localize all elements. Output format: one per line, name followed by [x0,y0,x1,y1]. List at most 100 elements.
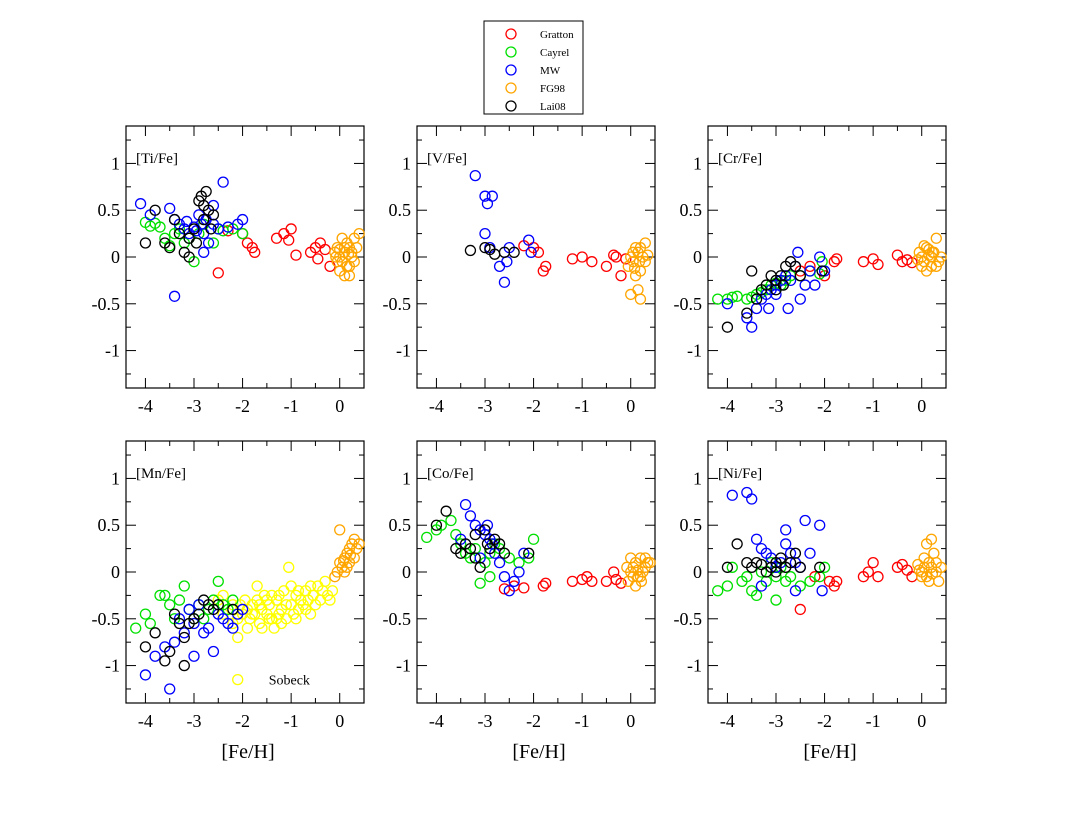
data-point-gratton [566,253,579,265]
data-point-fg98 [644,556,656,569]
data-point-mw [202,622,215,634]
y-tick-label: 0.5 [98,200,121,220]
data-point-mw [498,571,511,583]
data-point-fg98 [344,549,357,561]
x-tick-label: -3 [769,396,784,416]
data-point-mw [207,645,220,658]
data-point-sobeck [227,617,239,630]
data-point-lai08 [814,561,826,573]
series-gratton [212,223,336,279]
data-point-fg98 [930,232,942,244]
panel-v-fe: -4 -3 -2 -1 0 1 0.5 0 -0.5 -1 [V/Fe] [383,125,656,416]
data-point-cayrel [712,585,724,597]
data-point-mw [816,585,828,597]
data-point-gratton [906,256,918,269]
data-point-fg98 [628,262,641,274]
data-point-gratton [867,556,879,569]
legend-label-gratton: Gratton [540,29,574,41]
data-point-fg98 [930,260,942,273]
series-fg98 [912,232,947,277]
data-point-fg98 [916,260,928,273]
data-point-cayrel [770,594,782,606]
data-point-fg98 [926,568,939,580]
data-point-gratton [285,223,297,235]
data-point-gratton [537,580,549,592]
x-axis-label: [Fe/H] [803,741,856,763]
data-point-mw [198,246,210,258]
data-point-fg98 [912,254,924,266]
data-point-fg98 [625,552,637,564]
data-point-gratton [831,253,843,265]
data-point-gratton [872,258,884,271]
x-tick-label: -2 [526,711,541,731]
x-axis-label: [Fe/H] [512,741,565,763]
y-tick-label: 0 [693,562,702,582]
data-point-sobeck [270,613,283,625]
x-tick-label: -1 [284,396,299,416]
y-tick-label: 0.5 [98,515,121,535]
data-point-cayrel [159,589,171,602]
data-point-gratton [532,246,545,258]
legend-marker-fg98 [505,82,517,94]
y-tick-label: 1 [402,153,411,173]
y-tick-label: -1 [105,341,120,361]
data-point-sobeck [319,575,331,588]
data-point-mw [139,669,152,681]
data-point-fg98 [629,270,642,282]
data-point-fg98 [925,533,938,545]
y-tick-label: -1 [396,341,411,361]
y-tick-label: 0.5 [389,200,412,220]
data-point-lai08 [183,251,195,263]
sobeck-marker [232,673,244,686]
panel-co-fe: -4 -3 -2 -1 0 1 0.5 0 -0.5 -1 [Co/Fe] [Fe/H] [383,440,656,763]
data-point-cayrel [755,566,768,578]
series-mw [469,169,537,288]
data-point-gratton [872,571,884,583]
data-point-fg98 [642,249,654,261]
data-point-cayrel [164,599,176,611]
data-point-lai08 [479,524,491,536]
data-point-gratton [586,575,598,588]
data-point-gratton [610,251,622,263]
data-point-lai08 [474,561,486,573]
data-point-mw [780,538,792,550]
x-tick-label: -1 [284,711,299,731]
series-lai08 [139,185,220,263]
data-point-lai08 [455,547,467,559]
data-point-fg98 [918,240,930,252]
data-point-sobeck [300,603,312,616]
data-point-cayrel [484,571,496,583]
data-point-mw [188,650,200,662]
data-point-fg98 [621,561,633,573]
panel-cr-fe: -4 -3 -2 -1 0 1 0.5 0 -0.5 -1 [Cr/Fe] [674,125,947,416]
data-point-mw [789,585,802,597]
data-point-mw [726,489,738,501]
series-mw [726,486,828,597]
data-point-sobeck [256,622,268,634]
data-point-mw [741,312,753,324]
series-fg98 [912,533,947,588]
data-point-sobeck [273,589,285,602]
data-point-mw [236,213,249,226]
data-point-fg98 [334,524,346,536]
data-point-cayrel [154,589,166,602]
series-lai08 [139,594,239,672]
series-lai08 [721,538,826,578]
data-point-fg98 [622,260,634,273]
series-sobeck [212,561,339,644]
data-point-gratton [828,256,840,268]
data-point-gratton [540,577,552,589]
data-point-sobeck [263,613,275,625]
panel-label: [V/Fe] [427,151,467,167]
data-point-mw [178,627,190,639]
y-tick-label: 1 [693,153,702,173]
data-point-mw [168,290,181,302]
data-point-sobeck [241,622,254,634]
x-tick-label: -3 [769,711,784,731]
y-tick-label: -0.5 [92,609,121,629]
x-tick-label: -2 [817,711,832,731]
legend-box [483,20,584,115]
data-point-mw [501,256,513,268]
data-point-gratton [586,256,598,268]
